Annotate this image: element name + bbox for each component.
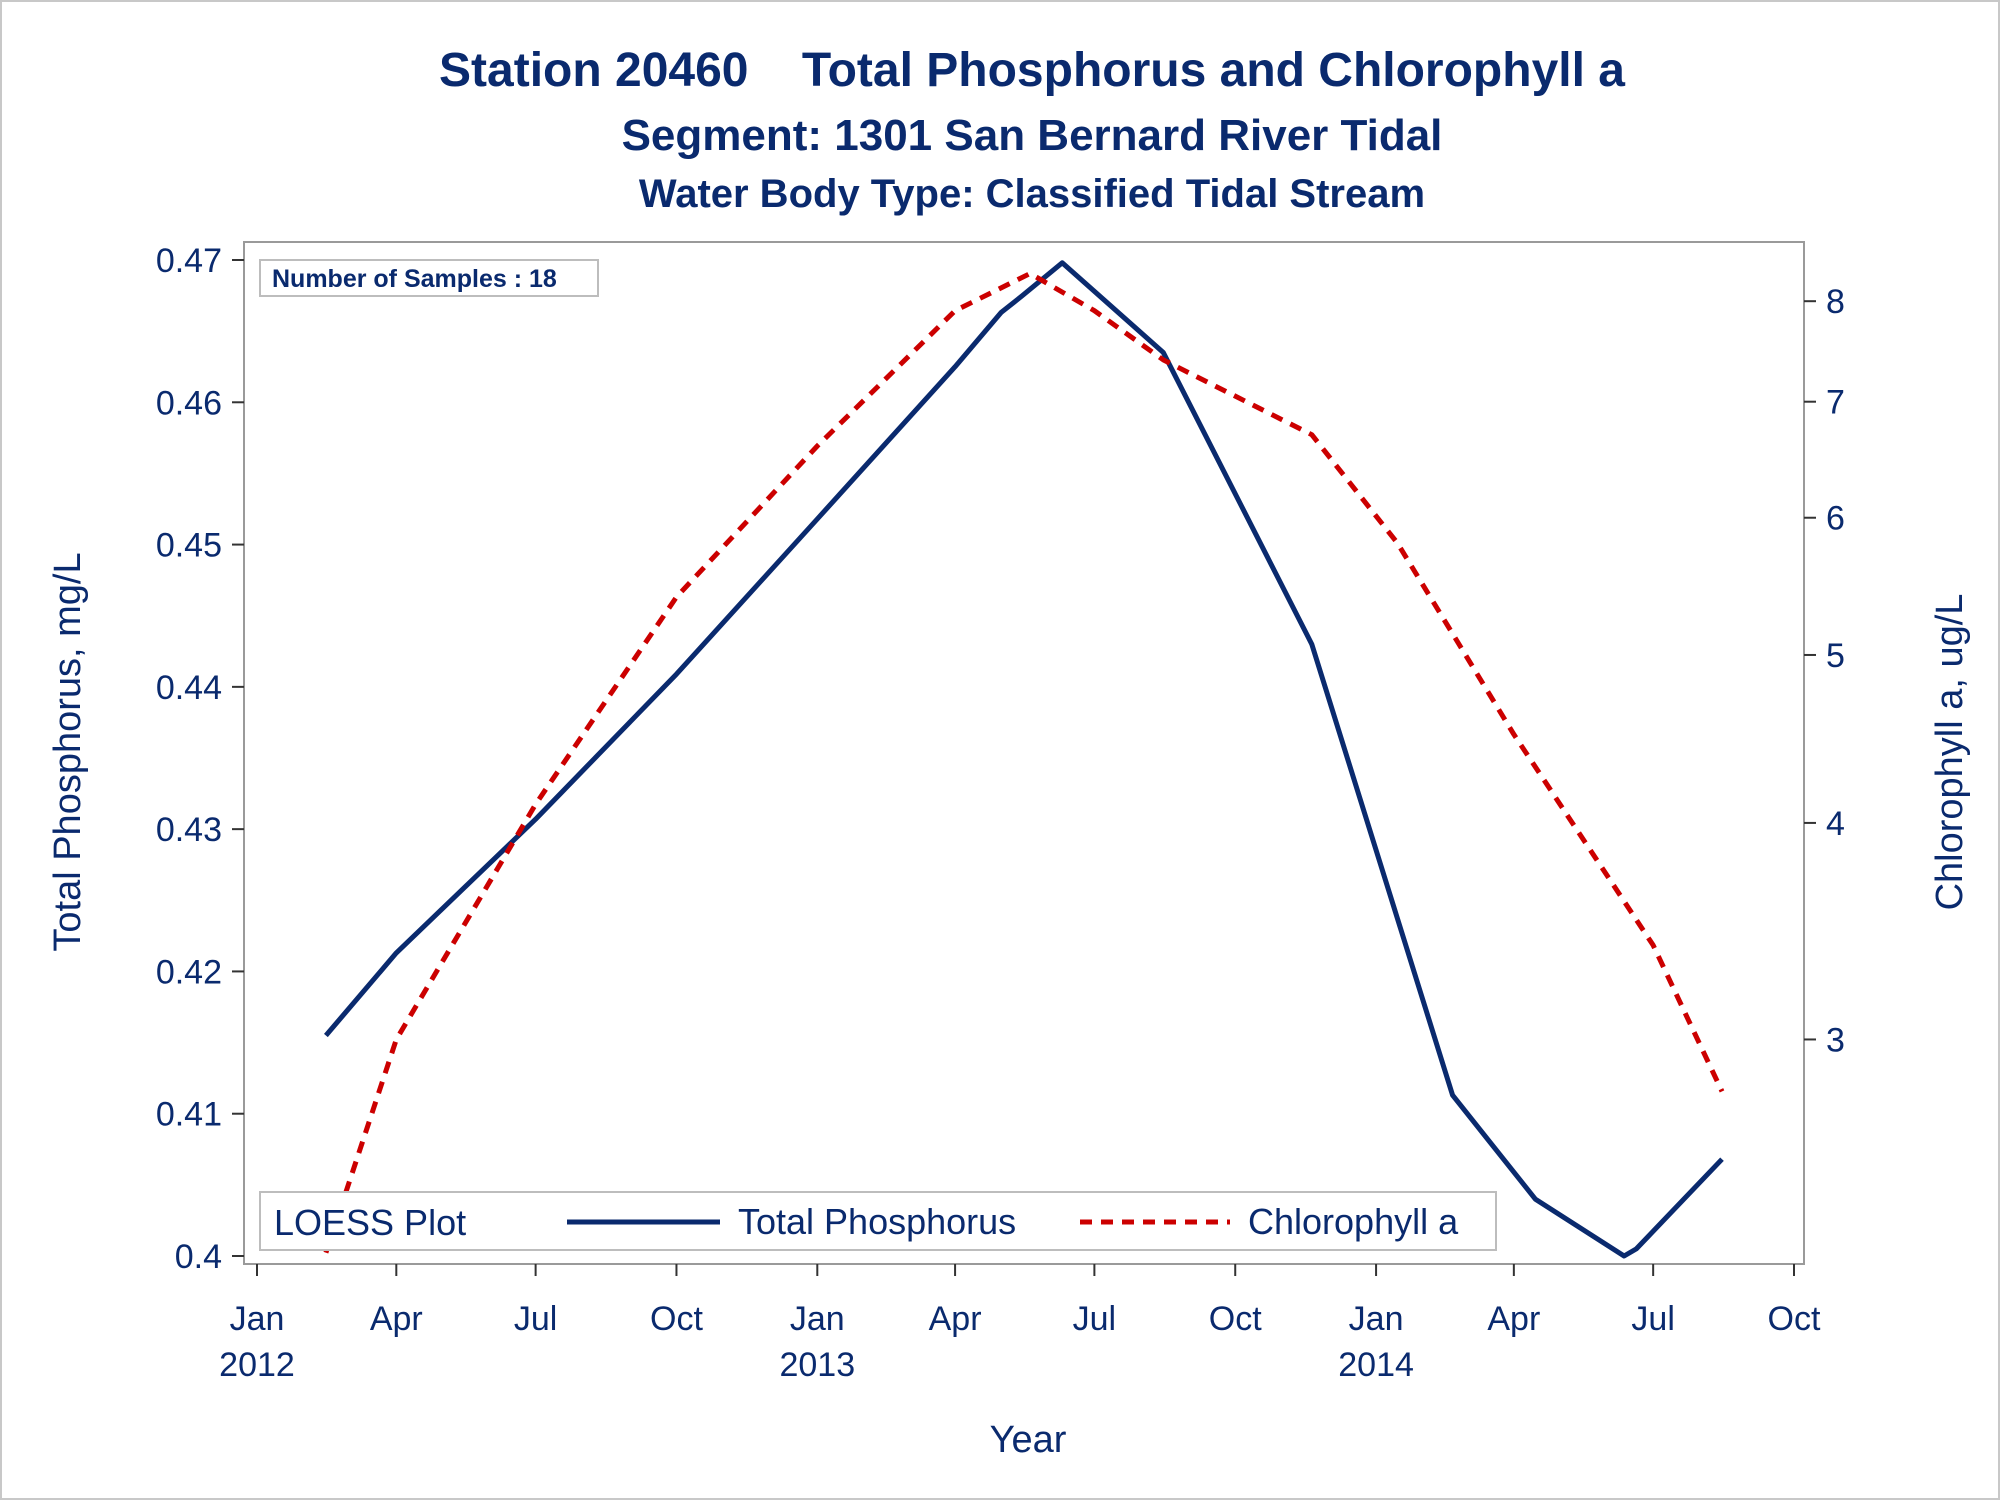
y-tick-label: 0.43 (156, 811, 222, 849)
y2-tick-label: 8 (1826, 283, 1845, 321)
y-axis: 0.4 0.41 0.42 0.43 0.44 0.45 0.46 0.47 (156, 242, 244, 1276)
x-tick-label: Oct (1768, 1300, 1821, 1338)
x-tick-label: Oct (1209, 1300, 1262, 1338)
y2-tick-label: 7 (1826, 384, 1845, 422)
series-line-chlorophyll (323, 271, 1725, 1254)
y-tick-label: 0.42 (156, 953, 222, 991)
y2-axis: 3 4 5 6 7 8 (1804, 283, 1845, 1059)
y-tick-label: 0.44 (156, 669, 222, 707)
x-tick-year-label: 2013 (779, 1346, 855, 1384)
chart-subtitle-2: Water Body Type: Classified Tidal Stream (639, 172, 1425, 216)
x-tick-label: Apr (370, 1300, 423, 1338)
y2-tick-label: 6 (1826, 500, 1845, 538)
x-tick-year-label: 2012 (219, 1346, 295, 1384)
y-axis-label: Total Phosphorus, mg/L (47, 552, 89, 951)
chart-subtitle: Segment: 1301 San Bernard River Tidal (622, 111, 1443, 160)
y2-tick-label: 4 (1826, 805, 1845, 843)
x-tick-year-label: 2014 (1338, 1346, 1414, 1384)
x-tick-label: Jul (1631, 1300, 1674, 1338)
x-tick-label: Jan (230, 1300, 285, 1338)
legend: LOESS Plot Total Phosphorus Chlorophyll … (259, 1191, 1497, 1251)
y2-tick-label: 5 (1826, 637, 1845, 675)
series-layer (323, 260, 1725, 1259)
sample-count-text: Number of Samples : 18 (272, 265, 557, 293)
y-tick-label: 0.45 (156, 527, 222, 565)
x-tick-label: Oct (650, 1300, 703, 1338)
plot-area (243, 241, 1805, 1265)
legend-label-phosphorus: Total Phosphorus (738, 1201, 1016, 1242)
y-tick-label: 0.4 (175, 1238, 222, 1276)
chart-title: Station 20460 Total Phosphorus and Chlor… (439, 44, 1625, 97)
x-axis: Jan 2012 Apr Jul Oct Jan 2013 Apr Jul Oct Jan 2014 A… (219, 1264, 1821, 1384)
x-tick-label: Jul (1073, 1300, 1116, 1338)
legend-title: LOESS Plot (274, 1202, 466, 1243)
x-tick-label: Jul (514, 1300, 557, 1338)
y2-tick-label: 3 (1826, 1021, 1845, 1059)
y-tick-label: 0.47 (156, 242, 222, 280)
y2-axis-label: Chlorophyll a, ug/L (1929, 594, 1971, 911)
y-tick-label: 0.46 (156, 384, 222, 422)
x-tick-label: Jan (790, 1300, 845, 1338)
legend-label-chlorophyll: Chlorophyll a (1248, 1201, 1459, 1242)
x-axis-label: Year (990, 1419, 1067, 1461)
x-tick-label: Jan (1349, 1300, 1404, 1338)
sample-count-box: Number of Samples : 18 (259, 259, 599, 297)
legend-border (259, 1191, 1497, 1251)
x-tick-label: Apr (929, 1300, 982, 1338)
series-line-phosphorus (323, 260, 1724, 1259)
x-tick-label: Apr (1487, 1300, 1540, 1338)
sample-count-border (259, 259, 599, 297)
y-tick-label: 0.41 (156, 1096, 222, 1134)
